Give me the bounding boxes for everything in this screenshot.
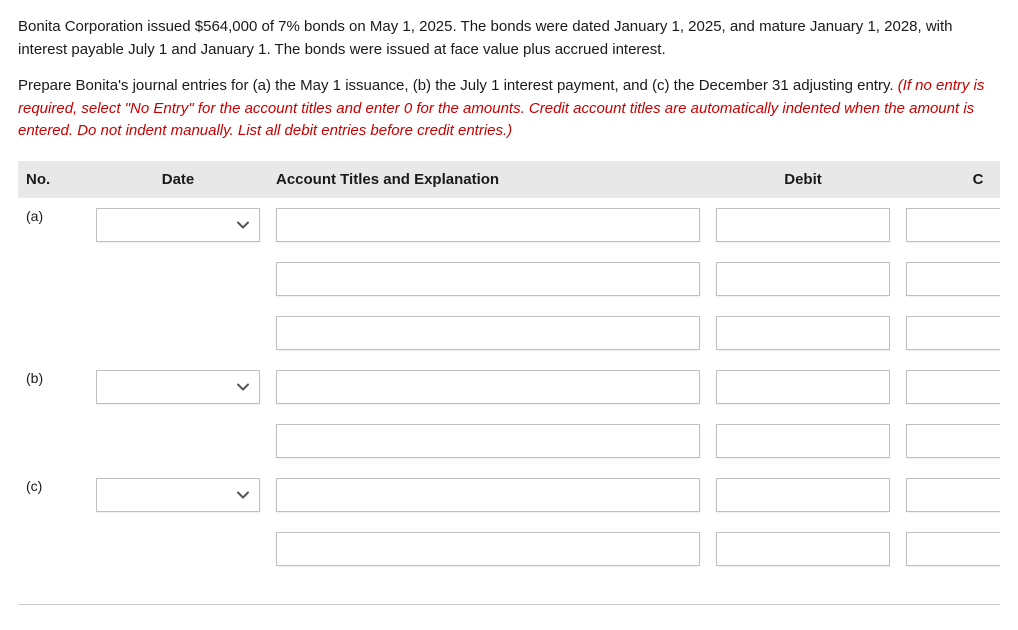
account-title-input[interactable] [276,424,700,458]
date-select[interactable] [96,370,260,404]
credit-input[interactable] [906,208,1000,242]
row-no-label [18,306,88,360]
date-cell [88,360,268,414]
debit-cell [708,198,898,252]
debit-input[interactable] [716,424,890,458]
table-row [18,522,1000,576]
chevron-down-icon [235,379,251,395]
row-no-label [18,522,88,576]
credit-cell [898,414,1000,468]
date-cell [88,252,268,306]
credit-cell [898,522,1000,576]
date-cell [88,306,268,360]
account-cell [268,360,708,414]
credit-input[interactable] [906,262,1000,296]
date-cell [88,522,268,576]
problem-para-2-lead: Prepare Bonita's journal entries for (a)… [18,77,898,94]
chevron-down-icon [235,217,251,233]
credit-cell [898,198,1000,252]
row-no-label [18,414,88,468]
account-cell [268,306,708,360]
account-cell [268,414,708,468]
credit-input[interactable] [906,478,1000,512]
problem-statement: Bonita Corporation issued $564,000 of 7%… [18,16,1000,143]
row-no-label: (a) [18,198,88,252]
account-cell [268,198,708,252]
credit-input[interactable] [906,370,1000,404]
table-row: (c) [18,468,1000,522]
header-date: Date [88,161,268,198]
account-title-input[interactable] [276,370,700,404]
account-title-input[interactable] [276,262,700,296]
account-title-input[interactable] [276,532,700,566]
problem-para-2: Prepare Bonita's journal entries for (a)… [18,75,1000,143]
header-account: Account Titles and Explanation [268,161,708,198]
date-cell [88,198,268,252]
date-select[interactable] [96,208,260,242]
credit-cell [898,306,1000,360]
table-header-row: No. Date Account Titles and Explanation … [18,161,1000,198]
credit-cell [898,468,1000,522]
table-row [18,414,1000,468]
row-no-label: (b) [18,360,88,414]
date-select[interactable] [96,478,260,512]
debit-cell [708,414,898,468]
credit-cell [898,360,1000,414]
header-no: No. [18,161,88,198]
divider [18,604,1000,605]
row-no-label: (c) [18,468,88,522]
date-cell [88,414,268,468]
table-row [18,252,1000,306]
problem-para-1: Bonita Corporation issued $564,000 of 7%… [18,16,1000,61]
debit-cell [708,522,898,576]
debit-cell [708,360,898,414]
debit-cell [708,252,898,306]
account-title-input[interactable] [276,478,700,512]
debit-input[interactable] [716,316,890,350]
debit-input[interactable] [716,370,890,404]
account-cell [268,468,708,522]
credit-input[interactable] [906,424,1000,458]
account-title-input[interactable] [276,316,700,350]
row-no-label [18,252,88,306]
credit-input[interactable] [906,316,1000,350]
debit-input[interactable] [716,532,890,566]
debit-cell [708,468,898,522]
table-row: (b) [18,360,1000,414]
header-debit: Debit [708,161,898,198]
account-title-input[interactable] [276,208,700,242]
debit-input[interactable] [716,208,890,242]
table-row: (a) [18,198,1000,252]
date-cell [88,468,268,522]
table-row [18,306,1000,360]
account-cell [268,252,708,306]
debit-cell [708,306,898,360]
journal-entry-table: No. Date Account Titles and Explanation … [18,161,1000,576]
debit-input[interactable] [716,262,890,296]
credit-cell [898,252,1000,306]
debit-input[interactable] [716,478,890,512]
account-cell [268,522,708,576]
header-credit: C [898,161,1000,198]
chevron-down-icon [235,487,251,503]
credit-input[interactable] [906,532,1000,566]
